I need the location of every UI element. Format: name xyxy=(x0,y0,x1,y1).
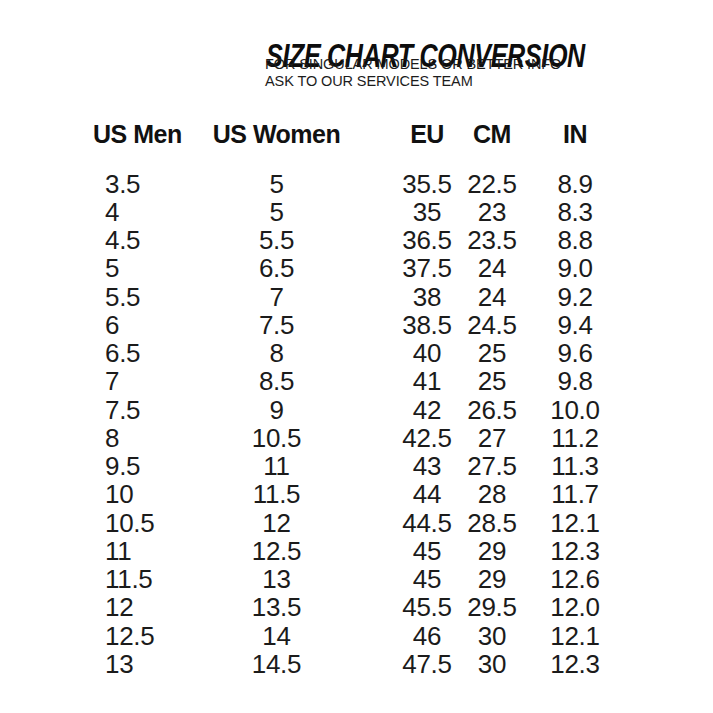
table-row: 1011.5442811.7 xyxy=(0,481,713,509)
table-row: 67.538.524.59.4 xyxy=(0,311,713,339)
table-cell: 10.5 xyxy=(203,423,350,454)
table-row: 6.5840259.6 xyxy=(0,340,713,368)
table-row: 1314.547.53012.3 xyxy=(0,650,713,678)
table-cell: 13 xyxy=(0,649,203,680)
subtitle-line-1: FOR SINGULAR MODELS OR BETTER INFO xyxy=(265,56,561,73)
table-cell: 9.0 xyxy=(515,253,635,284)
table-row: 56.537.5249.0 xyxy=(0,255,713,283)
table-cell: 8 xyxy=(0,423,203,454)
table-cell: 14.5 xyxy=(203,649,350,680)
table-cell: 12.6 xyxy=(515,564,635,595)
column-header-us-men: US Men xyxy=(0,120,203,149)
table-cell: 12.5 xyxy=(0,621,203,652)
table-cell: 9.5 xyxy=(0,451,203,482)
table-cell: 11.5 xyxy=(203,479,350,510)
table-row: 5.5738249.2 xyxy=(0,283,713,311)
table-cell: 12.1 xyxy=(515,621,635,652)
column-header-in: IN xyxy=(515,120,635,149)
table-cell: 4 xyxy=(0,197,203,228)
table-cell: 5.5 xyxy=(203,225,350,256)
table-cell: 9.6 xyxy=(515,338,635,369)
subtitle-line-2: ASK TO OUR SERVICES TEAM xyxy=(265,73,561,90)
table-row: 9.5114327.511.3 xyxy=(0,453,713,481)
table-cell: 11 xyxy=(0,536,203,567)
table-row: 78.541259.8 xyxy=(0,368,713,396)
table-cell: 9.8 xyxy=(515,366,635,397)
table-cell: 10.0 xyxy=(515,395,635,426)
table-cell: 11.2 xyxy=(515,423,635,454)
table-row: 12.514463012.1 xyxy=(0,622,713,650)
page-subtitle: FOR SINGULAR MODELS OR BETTER INFO ASK T… xyxy=(265,56,561,89)
table-cell: 10 xyxy=(0,479,203,510)
table-cell: 9 xyxy=(203,395,350,426)
table-cell: 3.5 xyxy=(0,169,203,200)
table-cell: 6.5 xyxy=(203,253,350,284)
size-conversion-table: US Men US Women EU CM IN 3.5535.522.58.9… xyxy=(0,119,713,679)
table-cell: 6.5 xyxy=(0,338,203,369)
table-cell: 7 xyxy=(203,282,350,313)
table-cell: 10.5 xyxy=(0,508,203,539)
table-row: 11.513452912.6 xyxy=(0,566,713,594)
table-cell: 9.2 xyxy=(515,282,635,313)
table-cell: 12.0 xyxy=(515,592,635,623)
table-cell: 12.3 xyxy=(515,649,635,680)
table-cell: 7.5 xyxy=(0,395,203,426)
table-cell: 11.5 xyxy=(0,564,203,595)
table-row: 10.51244.528.512.1 xyxy=(0,509,713,537)
table-cell: 4.5 xyxy=(0,225,203,256)
table-cell: 12.5 xyxy=(203,536,350,567)
table-cell: 5.5 xyxy=(0,282,203,313)
table-body: 3.5535.522.58.94535238.34.55.536.523.58.… xyxy=(0,170,713,679)
table-cell: 8.5 xyxy=(203,366,350,397)
table-cell: 5 xyxy=(203,197,350,228)
table-cell: 5 xyxy=(0,253,203,284)
table-cell: 13 xyxy=(203,564,350,595)
table-row: 1213.545.529.512.0 xyxy=(0,594,713,622)
column-header-us-women: US Women xyxy=(203,120,350,149)
table-cell: 7.5 xyxy=(203,310,350,341)
table-header-row: US Men US Women EU CM IN xyxy=(0,119,713,149)
table-cell: 8.8 xyxy=(515,225,635,256)
table-row: 7.594226.510.0 xyxy=(0,396,713,424)
table-cell: 12 xyxy=(0,592,203,623)
table-cell: 9.4 xyxy=(515,310,635,341)
table-cell: 12 xyxy=(203,508,350,539)
table-cell: 13.5 xyxy=(203,592,350,623)
table-row: 3.5535.522.58.9 xyxy=(0,170,713,198)
table-cell: 11 xyxy=(203,451,350,482)
table-cell: 7 xyxy=(0,366,203,397)
table-cell: 8 xyxy=(203,338,350,369)
table-row: 810.542.52711.2 xyxy=(0,424,713,452)
table-cell: 11.7 xyxy=(515,479,635,510)
table-cell: 11.3 xyxy=(515,451,635,482)
table-cell: 5 xyxy=(203,169,350,200)
table-row: 1112.5452912.3 xyxy=(0,537,713,565)
table-cell: 6 xyxy=(0,310,203,341)
table-row: 4535238.3 xyxy=(0,198,713,226)
table-cell: 8.9 xyxy=(515,169,635,200)
table-cell: 12.3 xyxy=(515,536,635,567)
table-cell: 12.1 xyxy=(515,508,635,539)
table-cell: 8.3 xyxy=(515,197,635,228)
table-row: 4.55.536.523.58.8 xyxy=(0,227,713,255)
size-chart-page: SIZE CHART CONVERSION FOR SINGULAR MODEL… xyxy=(0,0,713,713)
table-cell: 14 xyxy=(203,621,350,652)
